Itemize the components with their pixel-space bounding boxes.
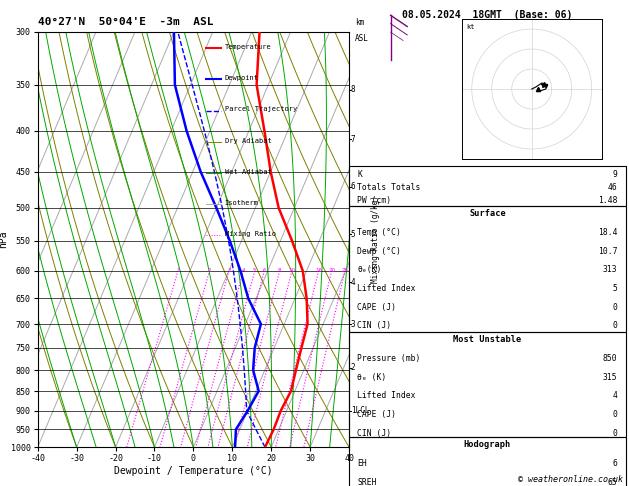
Text: Dewpoint: Dewpoint bbox=[225, 75, 259, 81]
Text: Wet Adiabat: Wet Adiabat bbox=[225, 169, 271, 174]
Text: 313: 313 bbox=[603, 265, 618, 275]
Text: Temperature: Temperature bbox=[225, 44, 271, 50]
Text: 1: 1 bbox=[176, 268, 180, 273]
Text: 0: 0 bbox=[613, 321, 618, 330]
Text: 1.48: 1.48 bbox=[598, 196, 618, 205]
Text: 4: 4 bbox=[350, 278, 355, 287]
Text: 6: 6 bbox=[350, 182, 355, 191]
Text: CIN (J): CIN (J) bbox=[357, 321, 391, 330]
Text: km: km bbox=[355, 18, 365, 27]
Text: Temp (°C): Temp (°C) bbox=[357, 228, 401, 237]
Text: CAPE (J): CAPE (J) bbox=[357, 303, 396, 312]
Text: 16: 16 bbox=[315, 268, 322, 273]
Bar bbox=[349, 166, 626, 206]
Text: K: K bbox=[357, 170, 362, 179]
Text: 65: 65 bbox=[608, 478, 618, 486]
Bar bbox=[349, 331, 626, 436]
Text: Mixing Ratio (g/kg): Mixing Ratio (g/kg) bbox=[371, 195, 380, 283]
Text: Most Unstable: Most Unstable bbox=[454, 335, 521, 345]
Text: 1LCL: 1LCL bbox=[350, 406, 369, 415]
Text: θₑ (K): θₑ (K) bbox=[357, 373, 387, 382]
Text: © weatheronline.co.uk: © weatheronline.co.uk bbox=[518, 474, 623, 484]
Text: 25: 25 bbox=[342, 268, 348, 273]
Text: 40°27'N  50°04'E  -3m  ASL: 40°27'N 50°04'E -3m ASL bbox=[38, 17, 213, 27]
Text: 3: 3 bbox=[227, 268, 231, 273]
Text: 5: 5 bbox=[253, 268, 257, 273]
Text: Pressure (mb): Pressure (mb) bbox=[357, 354, 421, 363]
Text: Dry Adiabat: Dry Adiabat bbox=[225, 138, 271, 143]
Text: 5: 5 bbox=[613, 284, 618, 293]
Text: 315: 315 bbox=[603, 373, 618, 382]
Text: Isotherm: Isotherm bbox=[225, 200, 259, 206]
Text: θₑ(K): θₑ(K) bbox=[357, 265, 382, 275]
Text: 850: 850 bbox=[603, 354, 618, 363]
Text: 7: 7 bbox=[350, 135, 355, 144]
Text: PW (cm): PW (cm) bbox=[357, 196, 391, 205]
Text: 18.4: 18.4 bbox=[598, 228, 618, 237]
Text: 46: 46 bbox=[608, 183, 618, 192]
Text: 6: 6 bbox=[262, 268, 266, 273]
Text: 5: 5 bbox=[350, 230, 355, 239]
Text: 08.05.2024  18GMT  (Base: 06): 08.05.2024 18GMT (Base: 06) bbox=[403, 10, 572, 20]
Text: Parcel Trajectory: Parcel Trajectory bbox=[225, 106, 297, 112]
Text: 9: 9 bbox=[613, 170, 618, 179]
Text: 20: 20 bbox=[328, 268, 335, 273]
Text: 3: 3 bbox=[350, 319, 355, 329]
Text: 4: 4 bbox=[242, 268, 245, 273]
Text: 2: 2 bbox=[350, 364, 355, 372]
Text: EH: EH bbox=[357, 459, 367, 468]
Text: 2: 2 bbox=[208, 268, 211, 273]
Text: Mixing Ratio: Mixing Ratio bbox=[225, 231, 276, 237]
Text: Lifted Index: Lifted Index bbox=[357, 391, 416, 400]
Text: Lifted Index: Lifted Index bbox=[357, 284, 416, 293]
Text: 8: 8 bbox=[278, 268, 281, 273]
Y-axis label: hPa: hPa bbox=[0, 230, 8, 248]
Text: 0: 0 bbox=[613, 303, 618, 312]
Text: 6: 6 bbox=[613, 459, 618, 468]
Text: Surface: Surface bbox=[469, 209, 506, 218]
Text: ASL: ASL bbox=[355, 34, 369, 43]
Text: Totals Totals: Totals Totals bbox=[357, 183, 421, 192]
Text: 4: 4 bbox=[613, 391, 618, 400]
Text: SREH: SREH bbox=[357, 478, 377, 486]
X-axis label: Dewpoint / Temperature (°C): Dewpoint / Temperature (°C) bbox=[114, 466, 273, 476]
Text: CIN (J): CIN (J) bbox=[357, 429, 391, 438]
Text: 10.7: 10.7 bbox=[598, 247, 618, 256]
Text: CAPE (J): CAPE (J) bbox=[357, 410, 396, 419]
Text: 8: 8 bbox=[350, 85, 355, 94]
Bar bbox=[349, 436, 626, 486]
Text: Hodograph: Hodograph bbox=[464, 440, 511, 450]
Bar bbox=[349, 206, 626, 331]
Text: 10: 10 bbox=[289, 268, 296, 273]
Text: 0: 0 bbox=[613, 429, 618, 438]
Text: 0: 0 bbox=[613, 410, 618, 419]
Text: Dewp (°C): Dewp (°C) bbox=[357, 247, 401, 256]
